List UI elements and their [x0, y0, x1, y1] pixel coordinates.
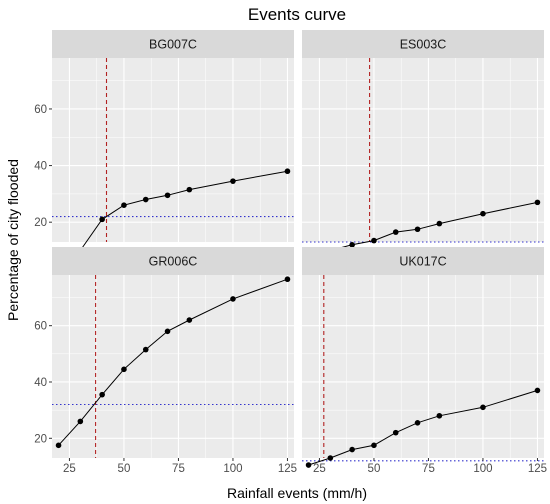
x-tick-label: 125 [278, 463, 297, 475]
data-point [121, 366, 127, 373]
data-point [480, 404, 486, 411]
x-tick-label: 50 [368, 463, 381, 475]
data-point [99, 391, 105, 398]
data-point [534, 199, 541, 206]
chart-title: Events curve [248, 5, 346, 24]
strip-background [302, 30, 544, 58]
data-point [392, 229, 399, 235]
x-tick-label: 50 [118, 463, 131, 475]
data-point [99, 216, 105, 223]
data-point [371, 237, 377, 244]
data-point [284, 276, 291, 283]
facet-panels: BG007C 20 40 60 ES003C GR006C 20 40 60 25 50 75 100 1… [34, 30, 547, 475]
strip-label-es003c: ES003C [400, 38, 447, 52]
strip-label-gr006c: GR006C [149, 255, 198, 269]
data-point [305, 462, 312, 468]
panel-background [52, 58, 294, 242]
y-tick-label: 20 [34, 217, 47, 229]
data-point [142, 346, 149, 353]
data-point [414, 420, 421, 426]
y-tick-label: 40 [34, 161, 47, 173]
data-point [480, 210, 486, 217]
data-point [327, 455, 334, 461]
strip-label-bg007c: BG007C [149, 38, 197, 52]
x-tick-label: 75 [422, 463, 435, 475]
panel-background [52, 275, 294, 458]
y-tick-label: 20 [34, 433, 47, 445]
x-tick-label: 100 [223, 463, 242, 475]
data-point [230, 296, 236, 302]
x-tick-label: 100 [473, 463, 492, 475]
data-point [186, 186, 193, 193]
x-tick-label: 125 [528, 463, 547, 475]
data-point [349, 446, 355, 453]
panel-background [302, 275, 544, 458]
data-point [142, 196, 149, 203]
data-point [392, 429, 399, 436]
panel-bg007c: BG007C 20 40 60 [34, 30, 294, 262]
data-point [164, 328, 171, 335]
data-point [55, 442, 62, 449]
strip-background [302, 247, 544, 275]
data-point [414, 226, 421, 233]
x-tick-label: 25 [63, 463, 76, 475]
panel-es003c: ES003C [302, 30, 544, 261]
y-tick-label: 60 [34, 321, 47, 333]
strip-background [52, 30, 294, 58]
x-tick-label: 25 [313, 463, 326, 475]
x-axis-label: Rainfall events (mm/h) [227, 485, 367, 501]
data-point [436, 220, 443, 227]
data-point [121, 202, 127, 208]
strip-label-uk017c: UK017C [399, 255, 446, 269]
panel-background [302, 58, 544, 242]
data-point [186, 317, 193, 323]
data-point [164, 192, 171, 199]
data-point [230, 178, 236, 184]
data-point [371, 442, 377, 449]
y-tick-label: 60 [34, 104, 47, 116]
strip-background [52, 247, 294, 275]
data-point [284, 168, 291, 175]
x-tick-label: 75 [172, 463, 185, 475]
panel-uk017c: UK017C 25 50 75 100 125 [302, 247, 547, 475]
data-point [534, 387, 541, 394]
panel-gr006c: GR006C 20 40 60 25 50 75 100 125 [34, 247, 297, 475]
data-point [436, 412, 443, 419]
data-point [349, 242, 355, 248]
y-axis-label: Percentage of city flooded [5, 159, 21, 321]
y-tick-label: 40 [34, 377, 47, 389]
data-point [77, 418, 84, 425]
